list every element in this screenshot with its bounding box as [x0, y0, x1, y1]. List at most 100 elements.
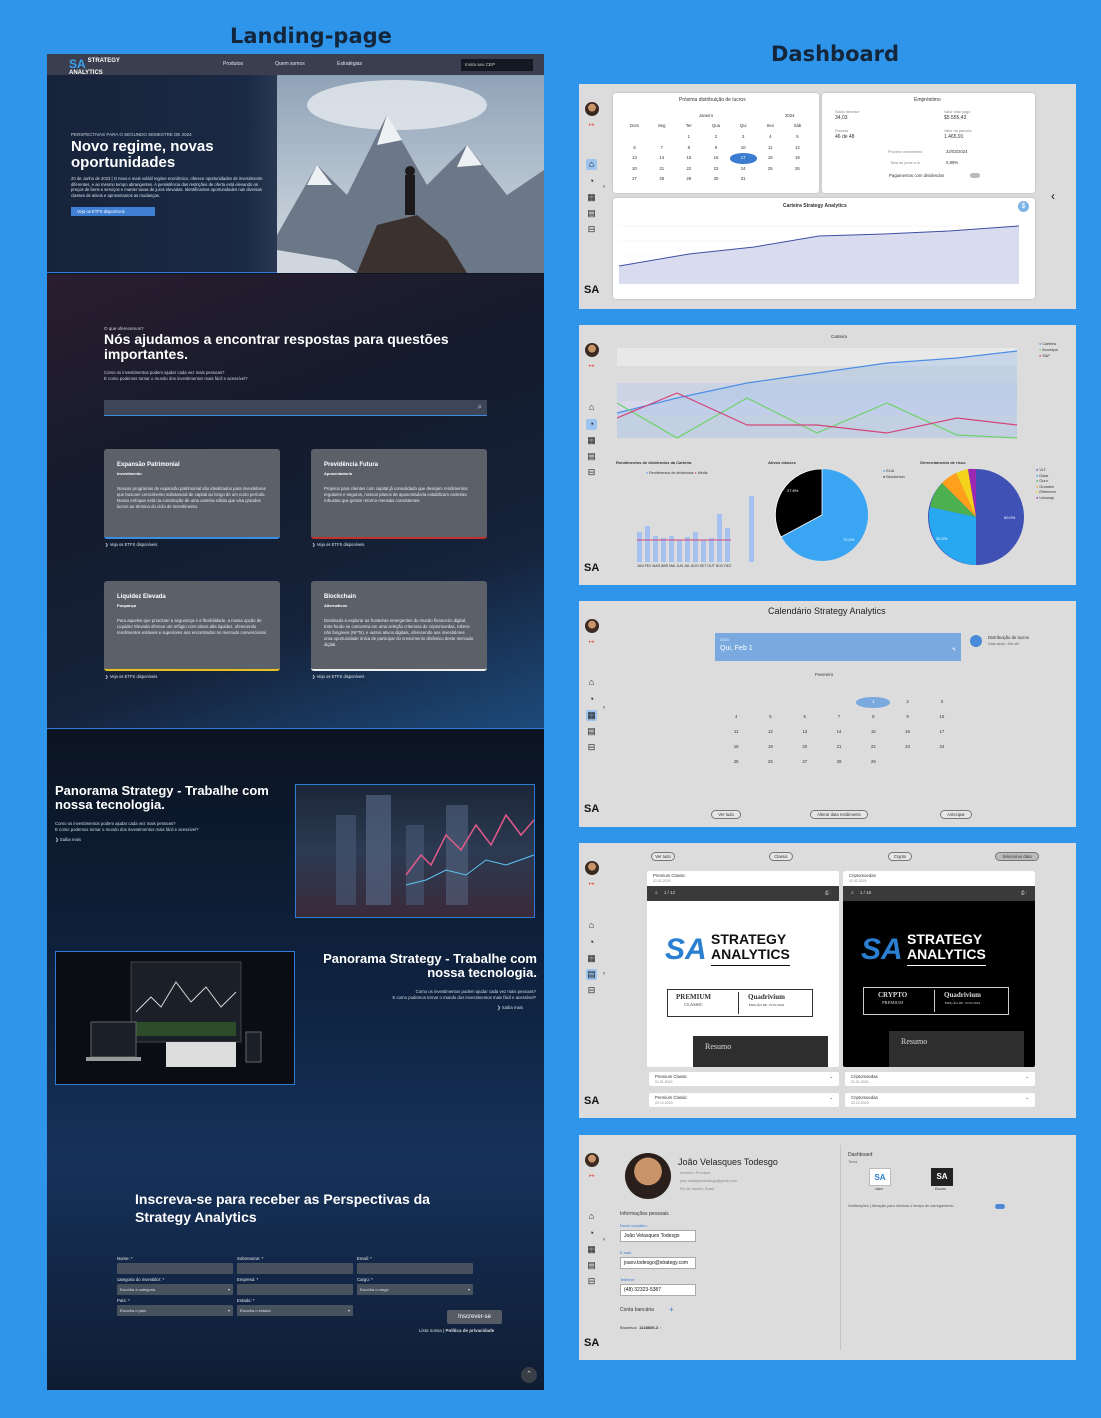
phone-input[interactable]: (48) 32323-5387 — [620, 1284, 696, 1296]
calendar-day[interactable]: 22 — [686, 165, 692, 171]
avatar[interactable] — [585, 619, 599, 633]
avatar[interactable] — [585, 343, 599, 357]
avatar[interactable] — [585, 1153, 599, 1167]
calendar-day[interactable]: 15 — [870, 729, 876, 734]
calendar-day[interactable]: 7 — [837, 714, 841, 719]
calendar-day[interactable]: 18 — [733, 744, 739, 749]
calendar-day[interactable]: 27 — [632, 176, 637, 181]
calendar-days[interactable]: 1 2 3 4 5 6 7 8 9 10 11 12 13 14 15 16 17 18 19 20 21 22 23 24 2… — [719, 697, 959, 768]
dollar-icon[interactable]: $ — [1018, 201, 1029, 212]
footer-link-lista[interactable]: Lista nossa — [419, 1328, 442, 1333]
calendar-day[interactable]: 8 — [872, 714, 875, 719]
pdf-toolbar[interactable]: ≡ 1 / 12 ⎙ ⋮ — [647, 886, 839, 901]
calendar-days[interactable]: 1 2 3 4 5 6 7 8 9 10 11 12 13 14 15 16 17 18 19 20 21 22 23 24 2… — [621, 132, 811, 185]
email-input[interactable] — [357, 1263, 473, 1274]
calendar-day[interactable]: 15 — [686, 155, 692, 160]
collapse-arrow-icon[interactable]: ‹ — [1051, 189, 1055, 203]
calendar-day[interactable]: 9 — [906, 714, 909, 719]
anticipate-button[interactable]: Antecipar — [940, 810, 972, 819]
calendar-day[interactable]: 16 — [905, 729, 910, 734]
store-icon[interactable]: ⊟ — [587, 985, 596, 995]
store-icon[interactable]: ⊟ — [587, 224, 596, 234]
calendar-day[interactable]: 23 — [905, 744, 910, 749]
document-icon[interactable]: ▤ — [587, 1260, 596, 1270]
calendar-day[interactable]: 26 — [795, 165, 800, 171]
card-link-previdencia[interactable]: ❯ Veja os ETFS disponíveis — [312, 542, 365, 547]
print-icon[interactable]: ⎙ ⋮ — [1021, 890, 1027, 895]
document-icon[interactable]: ▤ — [587, 451, 596, 461]
calendar-day[interactable]: 19 — [768, 744, 773, 749]
store-icon[interactable]: ⊟ — [587, 467, 596, 477]
change-date-button[interactable]: Alterar data rendimento — [810, 810, 868, 819]
calendar-day[interactable]: 14 — [836, 729, 842, 734]
calendar-day[interactable]: 3 — [940, 699, 944, 704]
calendar-day[interactable]: 17 — [939, 729, 945, 734]
accordion-item[interactable]: Criptomoedas ⌄ 01.01.2024 — [845, 1072, 1035, 1086]
calendar-icon[interactable]: ▦ — [587, 1244, 596, 1254]
card-expansao[interactable]: Expansão Patrimonial Investimento Nossos p… — [104, 449, 280, 539]
avatar[interactable] — [585, 861, 599, 875]
logout-icon[interactable]: ↦ — [588, 639, 595, 646]
chart-icon[interactable]: ◔ — [588, 694, 595, 704]
calendar-day[interactable]: 9 — [714, 144, 718, 150]
print-icon[interactable]: ⎙ ⋮ — [825, 890, 831, 895]
home-icon[interactable]: ⌂ — [588, 402, 595, 412]
calendar-icon[interactable]: ▦ — [587, 953, 596, 963]
calendar-day[interactable]: 22 — [870, 744, 876, 749]
calendar-day[interactable]: 6 — [803, 714, 806, 719]
help-search-input[interactable]: ⌕ — [104, 400, 487, 416]
calendar-day[interactable]: 6 — [633, 144, 636, 150]
calendar-day[interactable]: 29 — [870, 759, 876, 764]
see-all-button[interactable]: Ver tudo — [711, 810, 741, 819]
calendar-icon[interactable]: ▦ — [587, 192, 596, 202]
chart-icon[interactable]: ◔ — [588, 937, 595, 947]
surname-input[interactable] — [237, 1263, 353, 1274]
calendar-day[interactable]: 1 — [856, 697, 891, 708]
filter-all-button[interactable]: Ver tudo — [651, 852, 675, 861]
avatar[interactable] — [585, 102, 599, 116]
store-icon[interactable]: ⊟ — [587, 1276, 596, 1286]
card-link-expansao[interactable]: ❯ Veja os ETFS disponíveis — [105, 542, 158, 547]
country-select[interactable]: Escolha o país ▾ — [117, 1305, 233, 1316]
filter-classic-button[interactable]: Classic — [769, 852, 793, 861]
calendar-day[interactable]: 3 — [741, 134, 745, 139]
expand-icon[interactable]: › — [603, 1237, 605, 1243]
calendar-day[interactable]: 14 — [659, 155, 665, 160]
calendar-day[interactable]: 12 — [768, 729, 773, 734]
category-select[interactable]: Escolha a categoria ▾ — [117, 1284, 233, 1295]
logo[interactable]: SA STRATEGY ANALYTICS — [69, 57, 120, 76]
accordion-item[interactable]: Premium Classic ⌄ 01.01.2024 — [649, 1072, 839, 1086]
year-select[interactable]: 2024 — [785, 113, 795, 118]
card-link-liquidez[interactable]: ❯ Veja os ETFS disponíveis — [105, 674, 158, 679]
calendar-day[interactable]: 8 — [687, 144, 691, 150]
email-input[interactable]: joaov.todesgo@strategy.com — [620, 1257, 696, 1269]
calendar-day[interactable]: 26 — [768, 759, 773, 764]
home-icon[interactable]: ⌂ — [586, 159, 597, 170]
menu-icon[interactable]: ≡ — [851, 890, 854, 895]
calendar-day[interactable]: 28 — [659, 176, 665, 181]
filter-crypto-button[interactable]: Crypto — [888, 852, 912, 861]
hero-etfs-button[interactable]: Veja os ETFS disponíveis — [71, 207, 155, 216]
role-select[interactable]: Escolha o cargo ▾ — [357, 1284, 473, 1295]
calendar-day[interactable]: 25 — [733, 759, 739, 764]
calendar-day[interactable]: 2 — [714, 134, 718, 139]
card-blockchain[interactable]: Blockchain Alternativos Destinado a explor… — [311, 581, 487, 671]
logout-icon[interactable]: ↦ — [588, 122, 595, 129]
calendar-day[interactable]: 21 — [836, 744, 842, 749]
theme-light-option[interactable]: SA — [869, 1168, 891, 1186]
scroll-top-button[interactable]: ⌃ — [521, 1367, 537, 1383]
profile-avatar[interactable] — [625, 1153, 671, 1199]
subscribe-button[interactable]: Inscrever-se — [447, 1310, 502, 1324]
calendar-day[interactable]: 10 — [740, 144, 746, 150]
calendar-icon[interactable]: ▦ — [587, 435, 596, 445]
select-date-button[interactable]: Selecionar data — [995, 852, 1039, 861]
expand-icon[interactable]: › — [603, 971, 605, 977]
calendar-day[interactable]: 5 — [796, 134, 799, 139]
state-select[interactable]: Escolha o estado ▾ — [237, 1305, 353, 1316]
logout-icon[interactable]: ↦ — [588, 363, 595, 370]
calendar-day[interactable]: 29 — [686, 176, 692, 181]
calendar-day[interactable]: 17 — [729, 153, 757, 164]
add-account-icon[interactable]: + — [669, 1305, 674, 1314]
edit-date-icon[interactable]: ✎ — [952, 647, 957, 653]
calendar-day[interactable]: 23 — [713, 165, 719, 171]
